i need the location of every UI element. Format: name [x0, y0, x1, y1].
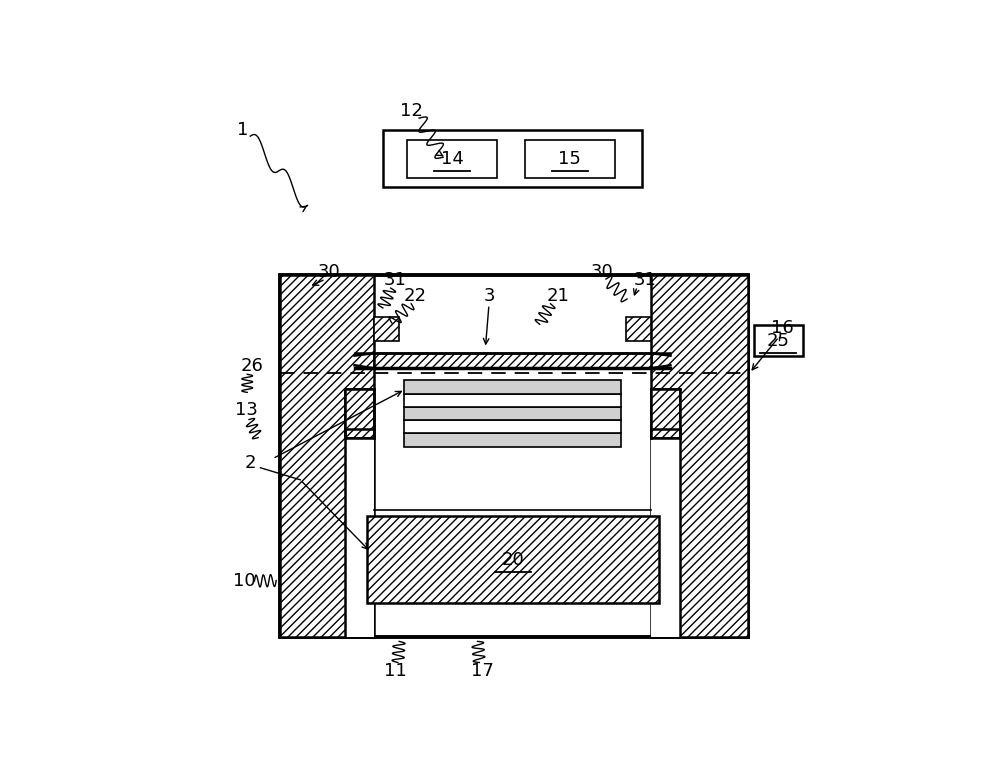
Text: 1: 1 [237, 121, 248, 139]
Text: 14: 14 [441, 150, 464, 168]
Text: 30: 30 [590, 263, 613, 281]
Text: 22: 22 [403, 287, 426, 305]
Text: 25: 25 [767, 331, 790, 349]
Bar [651, 389, 680, 438]
Bar [383, 130, 642, 187]
Text: 12: 12 [400, 102, 423, 120]
Bar [404, 381, 621, 394]
Bar [407, 140, 497, 179]
Bar [404, 407, 621, 420]
Bar [280, 275, 748, 637]
Bar [754, 325, 803, 356]
Text: 10: 10 [233, 572, 256, 590]
Bar [374, 353, 651, 368]
Text: 26: 26 [241, 358, 263, 376]
Text: 11: 11 [384, 662, 406, 680]
Bar [525, 140, 615, 179]
Bar [651, 428, 680, 637]
Text: 13: 13 [235, 402, 257, 420]
Text: 30: 30 [318, 263, 341, 281]
Bar [345, 428, 374, 637]
Text: 17: 17 [471, 662, 494, 680]
Text: 20: 20 [501, 550, 524, 568]
Bar [367, 516, 659, 604]
Bar [651, 275, 748, 637]
Text: 3: 3 [484, 287, 495, 305]
Text: 15: 15 [558, 150, 581, 168]
Text: 16: 16 [771, 319, 793, 337]
Text: 31: 31 [634, 271, 657, 289]
Bar [404, 420, 621, 434]
Bar [280, 275, 374, 637]
Text: 31: 31 [383, 271, 406, 289]
Bar [626, 317, 651, 341]
Bar [345, 389, 374, 438]
Bar [374, 317, 399, 341]
Bar [404, 434, 621, 446]
Bar [404, 394, 621, 407]
Text: 21: 21 [546, 287, 569, 305]
Text: 2: 2 [244, 454, 256, 472]
